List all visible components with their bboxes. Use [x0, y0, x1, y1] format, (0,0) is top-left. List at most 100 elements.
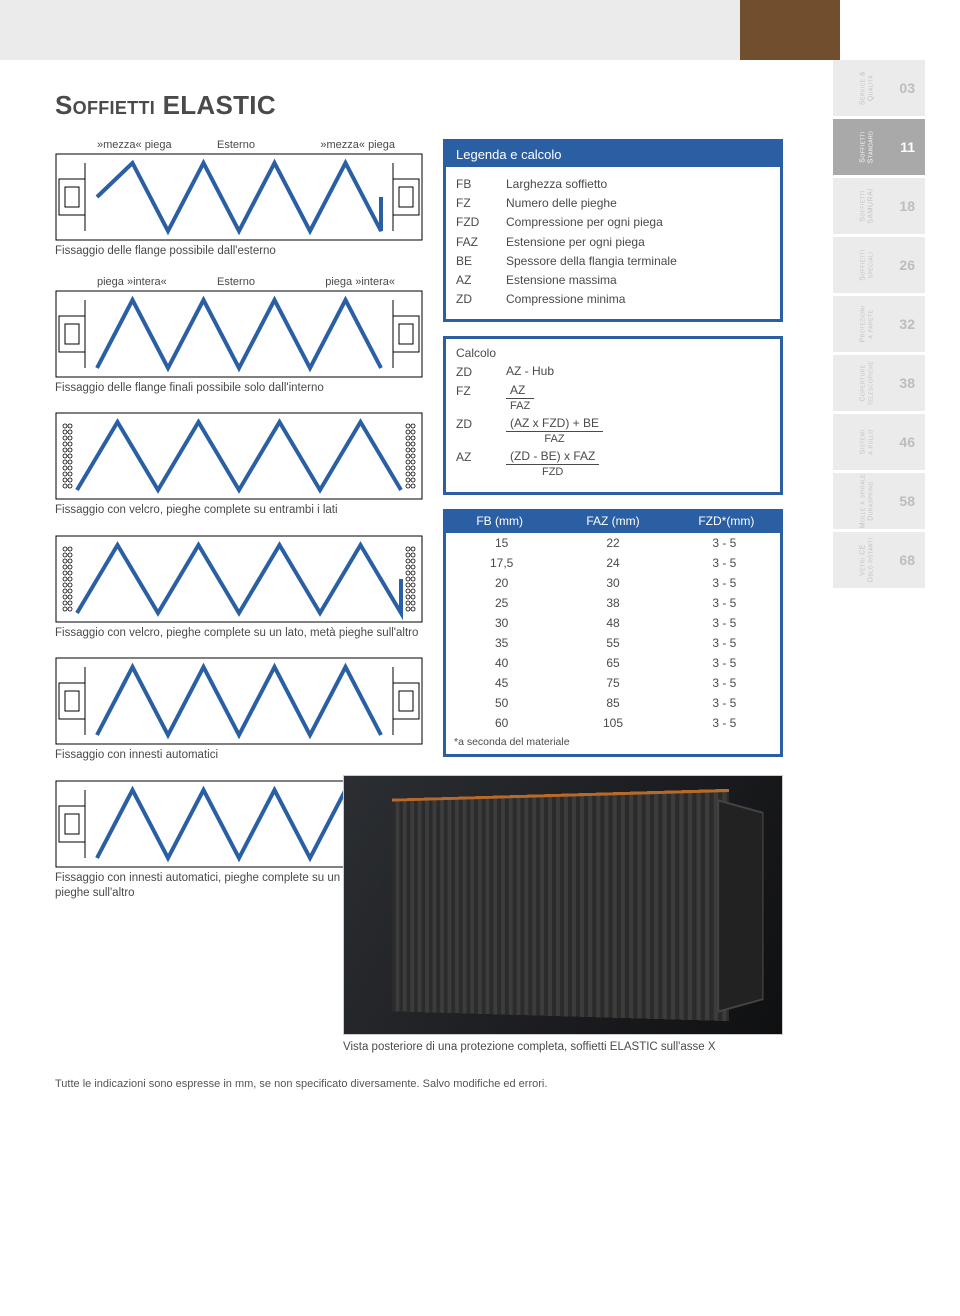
- diagram-labels: »mezza« piega Esterno »mezza« piega: [55, 139, 425, 153]
- diagram-caption: Fissaggio delle flange finali possibile …: [55, 381, 425, 397]
- legend-row: ZDCompressione minima: [456, 290, 770, 309]
- tab-number: 68: [899, 552, 915, 568]
- side-tab[interactable]: Protezionia parete 32: [833, 296, 925, 352]
- calc-row: ZD(AZ x FZD) + BEFAZ: [456, 416, 770, 445]
- tab-number: 32: [899, 316, 915, 332]
- calc-title: Calcolo: [456, 345, 506, 360]
- legend-row: FAZEstensione per ogni piega: [456, 233, 770, 252]
- legend-value: Numero delle pieghe: [506, 194, 770, 213]
- tab-number: 26: [899, 257, 915, 273]
- legend-key: ZD: [456, 290, 506, 309]
- table-cell: 65: [557, 653, 668, 673]
- legend-row: FZNumero delle pieghe: [456, 194, 770, 213]
- table-cell: 3 - 5: [669, 573, 780, 593]
- legend-key: FB: [456, 175, 506, 194]
- tab-number: 38: [899, 375, 915, 391]
- tab-vlabel: Coperturetelescopiche: [859, 355, 874, 411]
- top-bar-white: [840, 0, 960, 60]
- title-post: ELASTIC: [155, 90, 276, 120]
- legend-key: BE: [456, 252, 506, 271]
- table-row: 17,5243 - 5: [446, 553, 780, 573]
- table-cell: 75: [557, 673, 668, 693]
- table-cell: 30: [446, 613, 557, 633]
- side-tab[interactable]: SoffiettiStandard11: [833, 119, 925, 175]
- side-tab[interactable]: Service &Qualità03: [833, 60, 925, 116]
- table-cell: 3 - 5: [669, 653, 780, 673]
- table-cell: 3 - 5: [669, 613, 780, 633]
- diagram-label: piega »intera«: [97, 276, 167, 288]
- diagram-labels: piega »intera« Esterno piega »intera«: [55, 276, 425, 290]
- tab-vlabel: Soffiettispeciali: [859, 237, 874, 293]
- tab-number: 18: [899, 198, 915, 214]
- calc-fraction: (ZD - BE) x FAZFZD: [506, 449, 599, 478]
- side-tabs: Service &Qualità03SoffiettiStandard11Sof…: [833, 60, 925, 591]
- side-tab[interactable]: SoffiettiSAMURAI 18: [833, 178, 925, 234]
- diagram-label: piega »intera«: [325, 276, 395, 288]
- page-title: Soffietti ELASTIC: [55, 90, 925, 121]
- side-tab[interactable]: Soffiettispeciali 26: [833, 237, 925, 293]
- title-pre: S: [55, 90, 73, 120]
- table-row: 601053 - 5: [446, 713, 780, 733]
- side-tab[interactable]: Molle a spiraleDuraspring58: [833, 473, 925, 529]
- calc-row: AZ(ZD - BE) x FAZFZD: [456, 449, 770, 478]
- info-column: Legenda e calcolo FBLarghezza soffiettoF…: [443, 139, 783, 1056]
- legend-row: FZDCompressione per ogni piega: [456, 213, 770, 232]
- table-cell: 55: [557, 633, 668, 653]
- legend-value: Spessore della flangia terminale: [506, 252, 770, 271]
- table-cell: 3 - 5: [669, 673, 780, 693]
- table-row: 40653 - 5: [446, 653, 780, 673]
- legend-value: Larghezza soffietto: [506, 175, 770, 194]
- diagram-block: Fissaggio con innesti automatici: [55, 657, 425, 764]
- title-sc: offietti: [73, 90, 155, 120]
- table-cell: 17,5: [446, 553, 557, 573]
- side-tab[interactable]: Vetri CEOblò rotanti68: [833, 532, 925, 588]
- table-cell: 60: [446, 713, 557, 733]
- diagram-label: »mezza« piega: [320, 139, 395, 151]
- legend-key: FAZ: [456, 233, 506, 252]
- calc-row: ZDAZ - Hub: [456, 364, 770, 379]
- tab-vlabel: Protezionia parete: [859, 296, 874, 352]
- diagram-label: Esterno: [217, 139, 255, 151]
- tab-vlabel: Molle a spiraleDuraspring: [859, 473, 874, 529]
- calc-fraction: (AZ x FZD) + BEFAZ: [506, 416, 603, 445]
- photo-block: Vista posteriore di una protezione compl…: [343, 775, 783, 1056]
- top-bar-olive: [740, 0, 840, 60]
- tab-vlabel: SoffiettiSAMURAI: [859, 178, 874, 234]
- dimension-table: FB (mm)FAZ (mm)FZD*(mm) 15223 - 517,5243…: [443, 509, 783, 757]
- legend-value: Estensione massima: [506, 271, 770, 290]
- table-cell: 3 - 5: [669, 633, 780, 653]
- table-header-cell: FZD*(mm): [670, 509, 783, 533]
- table-cell: 40: [446, 653, 557, 673]
- calc-key: ZD: [456, 416, 506, 431]
- table-cell: 50: [446, 693, 557, 713]
- tab-vlabel: SoffiettiStandard: [859, 119, 874, 175]
- diagram-block: Fissaggio con velcro, pieghe complete su…: [55, 412, 425, 519]
- tab-vlabel: Service &Qualità: [859, 60, 874, 116]
- product-photo: [343, 775, 783, 1035]
- top-bar-grey: [0, 0, 740, 60]
- legend-key: FZD: [456, 213, 506, 232]
- side-tab[interactable]: Sistemia rullo46: [833, 414, 925, 470]
- diagram-label: »mezza« piega: [97, 139, 172, 151]
- tab-vlabel: Sistemia rullo: [859, 414, 874, 470]
- table-cell: 25: [446, 593, 557, 613]
- table-cell: 105: [557, 713, 668, 733]
- diagram-label: Esterno: [217, 276, 255, 288]
- table-cell: 3 - 5: [669, 593, 780, 613]
- side-tab[interactable]: Coperturetelescopiche 38: [833, 355, 925, 411]
- table-cell: 24: [557, 553, 668, 573]
- table-cell: 15: [446, 533, 557, 553]
- legend-value: Compressione minima: [506, 290, 770, 309]
- legend-row: AZEstensione massima: [456, 271, 770, 290]
- legend-box: Legenda e calcolo FBLarghezza soffiettoF…: [443, 139, 783, 322]
- calc-box: Calcolo ZDAZ - HubFZAZFAZZD(AZ x FZD) + …: [443, 336, 783, 495]
- diagram-block: piega »intera« Esterno piega »intera« Fissa…: [55, 276, 425, 397]
- table-header-cell: FB (mm): [443, 509, 556, 533]
- legend-key: AZ: [456, 271, 506, 290]
- calc-key: ZD: [456, 364, 506, 379]
- diagram-caption: Fissaggio con innesti automatici: [55, 748, 425, 764]
- table-cell: 38: [557, 593, 668, 613]
- table-cell: 3 - 5: [669, 553, 780, 573]
- table-row: 25383 - 5: [446, 593, 780, 613]
- table-cell: 20: [446, 573, 557, 593]
